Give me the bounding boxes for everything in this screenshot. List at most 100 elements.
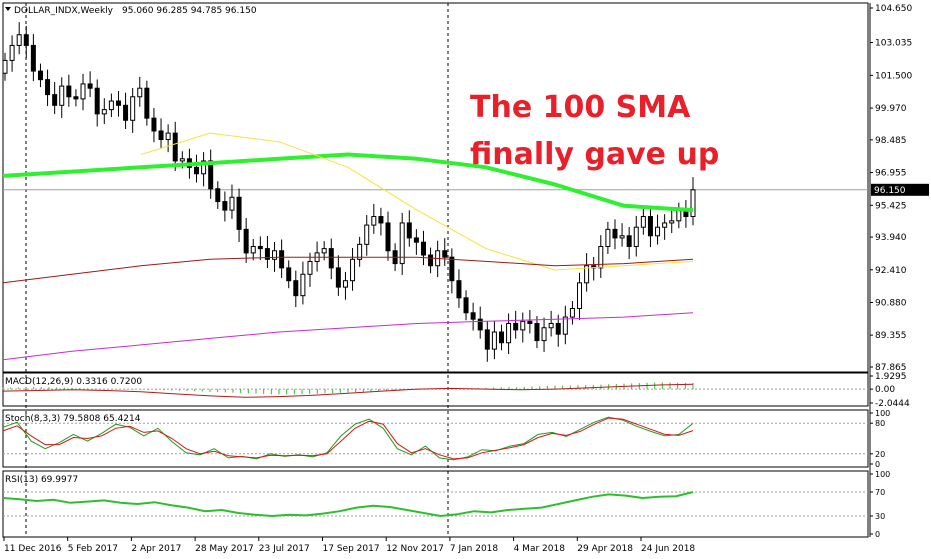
rsi-tick-label: 100 <box>875 470 890 479</box>
candle-down <box>293 280 299 297</box>
candle-up <box>640 216 646 228</box>
candle-up <box>137 87 143 98</box>
candles-group <box>2 22 696 362</box>
price-tick-label: 95.425 <box>875 201 907 211</box>
candle-down <box>470 312 476 320</box>
candle-down <box>37 70 43 81</box>
candle-down <box>286 267 292 282</box>
candle-down <box>52 94 58 106</box>
stoch-signal-line <box>2 417 694 460</box>
stoch-tick-label: 0 <box>875 460 880 469</box>
candle-up <box>165 132 171 141</box>
annotation-line-1: The 100 SMA <box>470 90 691 125</box>
time-tick-label: 28 May 2017 <box>195 544 254 554</box>
candle-up <box>491 331 497 350</box>
annotation-line-2: finally gave up <box>470 137 719 172</box>
price-tick-label: 93.940 <box>875 233 907 243</box>
candle-down <box>87 83 93 89</box>
candle-down <box>123 104 129 121</box>
candle-up <box>633 226 639 247</box>
candle-down <box>527 320 533 324</box>
rsi-title: RSI(13) 69.9977 <box>5 475 78 485</box>
candle-down <box>158 130 164 141</box>
candle-up <box>598 245 604 269</box>
candle-down <box>428 254 434 267</box>
candle-down <box>257 245 263 250</box>
candle-down <box>420 241 426 256</box>
macd-tick-label: -2.0444 <box>875 399 910 409</box>
candle-up <box>272 250 278 260</box>
candle-down <box>626 235 632 247</box>
candle-down <box>328 248 334 269</box>
candle-down <box>144 87 150 119</box>
candle-up <box>690 189 696 218</box>
time-tick-label: 2 Apr 2017 <box>131 544 181 554</box>
time-tick-label: 17 Sep 2017 <box>323 544 380 554</box>
price-tick-label: 87.865 <box>875 363 907 373</box>
macd-title: MACD(12,26,9) 0.3316 0.7200 <box>5 377 142 387</box>
candle-down <box>115 100 121 106</box>
candle-down <box>194 166 200 175</box>
candle-down <box>94 87 100 115</box>
price-tick-label: 89.355 <box>875 331 907 341</box>
rsi-tick-label: 70 <box>875 488 885 497</box>
price-tick-label: 96.955 <box>875 169 907 179</box>
candle-up <box>350 258 356 282</box>
candle-up <box>9 44 15 61</box>
candle-up <box>562 316 568 335</box>
current-price-tag-label: 96.150 <box>874 186 906 196</box>
candle-up <box>250 245 256 254</box>
candle-down <box>335 267 341 288</box>
stoch-tick-label: 100 <box>875 409 890 418</box>
candle-down <box>513 322 519 331</box>
symbol-label: DOLLAR_INDX,Weekly <box>14 6 114 16</box>
candle-up <box>307 260 313 275</box>
candle-down <box>442 250 448 258</box>
candle-up <box>548 322 554 329</box>
candle-down <box>243 228 249 254</box>
sma400-line <box>2 312 694 361</box>
time-tick-label: 4 Mar 2018 <box>514 544 566 554</box>
candle-up <box>357 243 363 260</box>
panel-frame-2 <box>2 409 869 468</box>
candle-up <box>300 273 306 297</box>
candle-up <box>342 280 348 288</box>
candle-down <box>73 96 79 100</box>
candle-up <box>662 222 668 228</box>
candle-up <box>541 327 547 342</box>
candle-down <box>498 331 504 344</box>
candle-up <box>16 34 22 46</box>
candle-down <box>279 250 285 269</box>
macd-tick-label: 1.9295 <box>875 372 907 382</box>
candle-down <box>208 160 214 190</box>
candle-down <box>413 237 419 243</box>
candle-up <box>229 196 235 211</box>
candle-down <box>406 222 412 239</box>
sma50-line <box>140 132 694 271</box>
macd-tick-label: 0.00 <box>875 385 895 395</box>
candle-up <box>371 216 377 226</box>
candle-down <box>222 201 228 211</box>
candle-up <box>569 308 575 318</box>
candle-down <box>378 216 384 224</box>
price-tick-label: 90.880 <box>875 299 907 309</box>
price-tick-label: 99.970 <box>875 104 907 114</box>
candle-down <box>30 44 36 72</box>
candle-down <box>264 248 270 260</box>
candle-down <box>385 222 391 252</box>
candle-up <box>605 228 611 247</box>
candle-down <box>45 79 51 96</box>
candle-up <box>584 265 590 284</box>
time-tick-label: 5 Feb 2017 <box>68 544 118 554</box>
candle-up <box>2 59 8 74</box>
rsi-tick-label: 0 <box>875 530 880 539</box>
time-tick-label: 29 Apr 2018 <box>577 544 633 554</box>
price-tick-label: 92.410 <box>875 266 907 276</box>
candle-up <box>619 235 625 239</box>
candle-up <box>399 222 405 265</box>
candle-up <box>321 248 327 254</box>
candle-down <box>647 216 653 237</box>
candle-up <box>80 83 86 100</box>
candle-up <box>506 322 512 344</box>
stoch-title: Stoch(8,3,3) 79.5808 65.4214 <box>5 414 141 424</box>
